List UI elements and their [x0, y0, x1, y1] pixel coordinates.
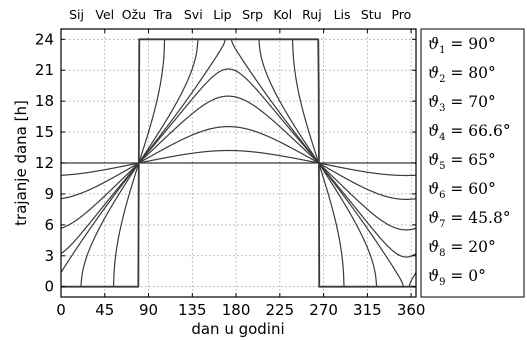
legend-entry-9: ϑ9 = 0° [428, 267, 486, 288]
legend-entry-7: ϑ7 = 45.8° [428, 209, 511, 230]
legend: ϑ1 = 90° ϑ2 = 80° ϑ3 = 70° ϑ4 = 66.6° ϑ5 = 6… [428, 35, 511, 288]
x-tick-label: 135 [178, 301, 207, 319]
month-label: Svi [184, 7, 203, 22]
month-label: Lis [334, 7, 351, 22]
month-axis: Sij Vel Ožu Tra Svi Lip Srp Kol Ruj Lis Stu Pro [69, 7, 411, 22]
y-tick-label: 0 [44, 278, 54, 296]
series-lines [61, 38, 416, 288]
legend-entry-6: ϑ6 = 60° [428, 180, 496, 201]
month-label: Kol [273, 7, 292, 22]
legend-box [420, 28, 525, 298]
x-tick-label: 315 [353, 301, 382, 319]
series-line-3 [61, 38, 416, 288]
x-tick-label: 0 [56, 301, 66, 319]
series-line-7 [61, 126, 416, 200]
legend-entry-5: ϑ5 = 65° [428, 151, 496, 172]
month-label: Vel [95, 7, 114, 22]
x-tick-label: 180 [222, 301, 251, 319]
series-line-6 [61, 95, 416, 231]
x-tick-label: 360 [397, 301, 426, 319]
series-line-8 [61, 149, 416, 177]
x-axis-label: dan u godini [191, 320, 284, 338]
y-tick-label: 18 [35, 92, 54, 110]
x-tick-label: 270 [309, 301, 338, 319]
month-label: Sij [69, 7, 84, 22]
legend-entry-1: ϑ1 = 90° [428, 35, 496, 56]
month-label: Ruj [302, 7, 322, 22]
y-tick-label: 9 [44, 185, 54, 203]
month-label: Ožu [122, 7, 146, 22]
series-line-5 [61, 68, 416, 258]
legend-entry-4: ϑ4 = 66.6° [428, 122, 511, 143]
x-tick-label: 225 [266, 301, 295, 319]
month-label: Lip [213, 7, 231, 22]
legend-entry-8: ϑ8 = 20° [428, 238, 496, 259]
y-tick-label: 21 [35, 61, 54, 79]
x-tick-label: 45 [95, 301, 114, 319]
y-tick-label: 24 [35, 30, 54, 48]
month-label: Tra [153, 7, 173, 22]
y-tick-label: 15 [35, 123, 54, 141]
series-line-4 [61, 38, 416, 288]
x-axis-ticks: 0 45 90 135 180 225 270 315 360 [56, 29, 425, 319]
x-tick-label: 90 [139, 301, 158, 319]
y-tick-label: 12 [35, 154, 54, 172]
y-axis-ticks: 0 3 6 9 12 15 18 21 24 [35, 30, 416, 296]
month-label: Stu [361, 7, 382, 22]
y-tick-label: 6 [44, 216, 54, 234]
y-tick-label: 3 [44, 247, 54, 265]
month-label: Pro [391, 7, 411, 22]
legend-entry-3: ϑ3 = 70° [428, 93, 496, 114]
y-axis-label: trajanje dana [h] [12, 100, 30, 226]
legend-entry-2: ϑ2 = 80° [428, 64, 496, 85]
month-label: Srp [242, 7, 263, 22]
